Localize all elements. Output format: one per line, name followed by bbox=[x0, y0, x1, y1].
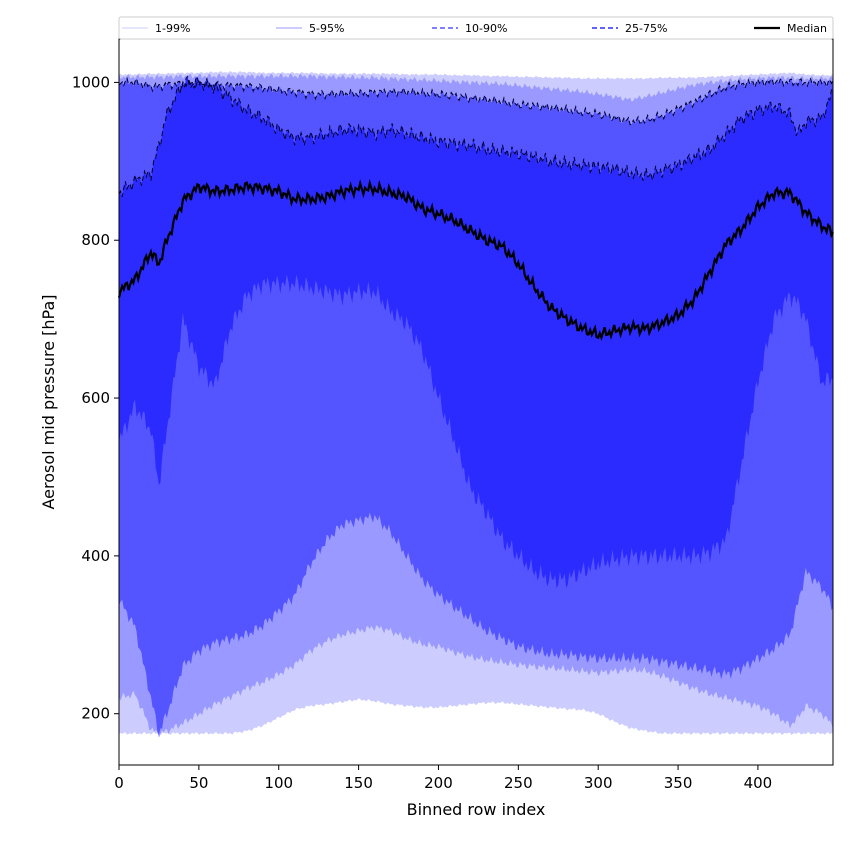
y-tick-label: 400 bbox=[81, 547, 110, 565]
legend: 1-99% 5-95% 10-90% 25-75% Median bbox=[118, 16, 834, 40]
lines-layer bbox=[117, 75, 834, 341]
band-edge-10-90pct bbox=[118, 76, 834, 126]
legend-label: 10-90% bbox=[465, 22, 507, 35]
y-tick-label: 800 bbox=[81, 231, 110, 249]
band-edge-25-75pct bbox=[118, 75, 834, 198]
x-tick-label: 400 bbox=[744, 774, 773, 792]
x-axis-title: Binned row index bbox=[407, 800, 546, 819]
x-tick-label: 150 bbox=[344, 774, 373, 792]
legend-label: Median bbox=[787, 22, 827, 35]
x-tick-label: 350 bbox=[664, 774, 693, 792]
legend-label: 25-75% bbox=[625, 22, 667, 35]
x-tick-label: 300 bbox=[584, 774, 613, 792]
x-tick-label: 200 bbox=[424, 774, 453, 792]
x-tick-label: 100 bbox=[264, 774, 293, 792]
x-tick-label: 0 bbox=[114, 774, 124, 792]
y-tick-label: 1000 bbox=[72, 73, 110, 91]
y-axis-title: Aerosol mid pressure [hPa] bbox=[39, 294, 58, 509]
x-tick-label: 250 bbox=[504, 774, 533, 792]
band-25-75pct bbox=[119, 76, 833, 589]
y-tick-label: 200 bbox=[81, 705, 110, 723]
legend-label: 1-99% bbox=[155, 22, 190, 35]
series-line-median bbox=[117, 178, 834, 341]
legend-box bbox=[118, 16, 834, 40]
bands-layer bbox=[119, 71, 833, 738]
legend-label: 5-95% bbox=[309, 22, 344, 35]
x-tick-label: 50 bbox=[189, 774, 208, 792]
y-axis: 200 400 600 800 1000 bbox=[72, 73, 119, 723]
y-tick-label: 600 bbox=[81, 389, 110, 407]
x-axis: 0 50 100 150 200 250 300 350 400 bbox=[114, 765, 772, 792]
